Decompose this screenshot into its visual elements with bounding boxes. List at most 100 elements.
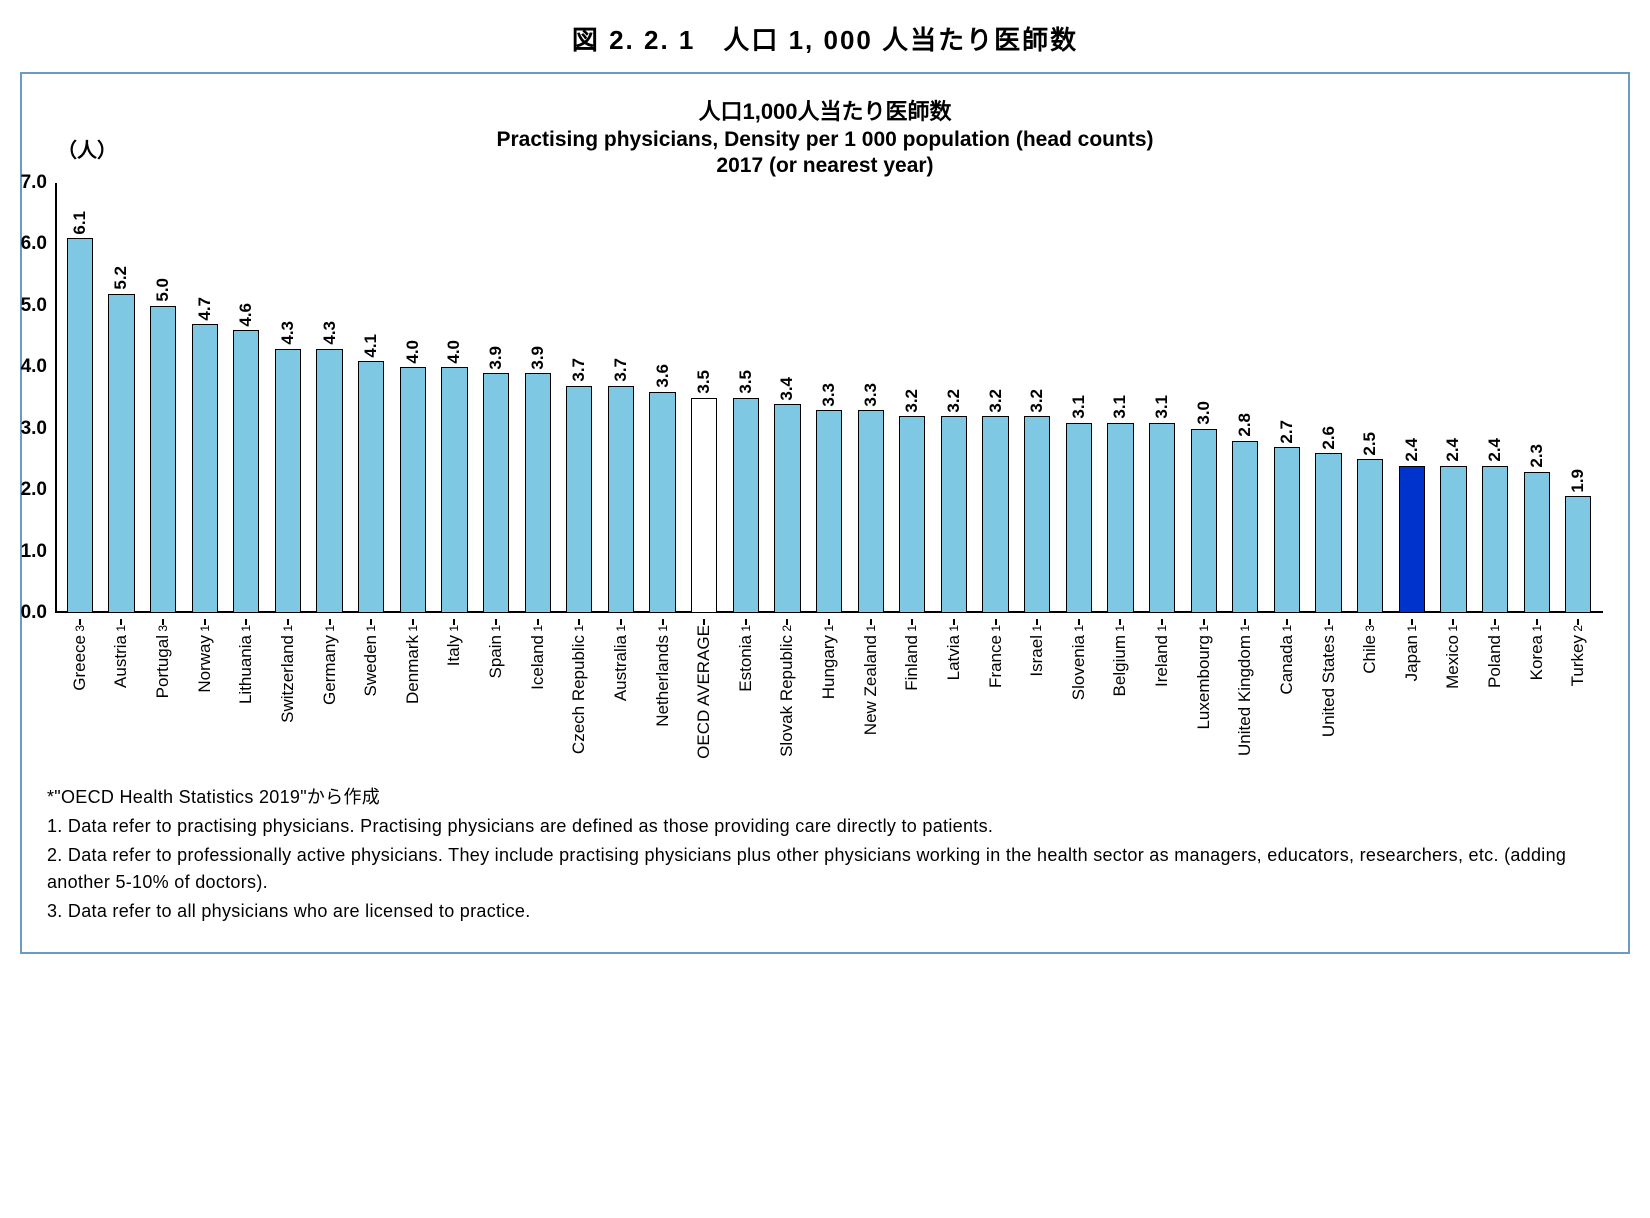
x-label: Belgium 1: [1102, 613, 1140, 759]
chart-title-year: 2017 (or nearest year): [47, 154, 1603, 178]
bar-slot: 3.1: [1060, 183, 1098, 613]
bar-rect: [733, 398, 759, 613]
x-label: Greece 3: [61, 613, 99, 759]
x-label-text: Korea 1: [1527, 625, 1547, 680]
bar-slot: 3.2: [1018, 183, 1056, 613]
x-label: Korea 1: [1518, 613, 1556, 759]
bar-value-label: 2.4: [1402, 438, 1422, 462]
bar-rect: [233, 330, 259, 613]
footnote-1: 1. Data refer to practising physicians. …: [47, 813, 1603, 840]
x-label-text: Mexico 1: [1443, 625, 1463, 689]
bar-value-label: 2.8: [1235, 413, 1255, 437]
x-label-text: Estonia 1: [736, 625, 756, 692]
x-label-text: Slovenia 1: [1069, 625, 1089, 700]
bar-rect: [649, 392, 675, 613]
x-label-text: Greece 3: [70, 625, 90, 691]
bar-slot: 3.7: [561, 183, 599, 613]
x-label: New Zealand 1: [852, 613, 890, 759]
x-label-text: Poland 1: [1485, 625, 1505, 688]
bar-slot: 3.2: [894, 183, 932, 613]
bar-value-label: 1.9: [1568, 469, 1588, 493]
bar-rect: [1357, 459, 1383, 613]
x-label: Switzerland 1: [269, 613, 307, 759]
bar-value-label: 2.4: [1443, 438, 1463, 462]
bar-rect: [1274, 447, 1300, 613]
x-label-text: Hungary 1: [819, 625, 839, 699]
x-label: Denmark 1: [394, 613, 432, 759]
bar-value-label: 4.6: [236, 303, 256, 327]
bar-slot: 2.7: [1268, 183, 1306, 613]
x-label: Finland 1: [894, 613, 932, 759]
bar-rect: [525, 373, 551, 613]
bar-value-label: 5.2: [111, 266, 131, 290]
y-axis-unit: （人）: [57, 134, 117, 163]
bar-rect: [192, 324, 218, 613]
bar-value-label: 2.7: [1277, 420, 1297, 444]
x-label: Ireland 1: [1143, 613, 1181, 759]
x-label: Norway 1: [186, 613, 224, 759]
x-label: Slovenia 1: [1060, 613, 1098, 759]
bar-slot: 3.3: [810, 183, 848, 613]
x-label-text: Netherlands 1: [653, 625, 673, 727]
bar-rect: [1149, 423, 1175, 613]
bar-rect: [1482, 466, 1508, 613]
bar-value-label: 3.0: [1194, 401, 1214, 425]
x-label: Czech Republic 1: [561, 613, 599, 759]
x-label-text: Ireland 1: [1152, 625, 1172, 687]
chart-title-jp: 人口1,000人当たり医師数: [47, 94, 1603, 126]
footnote-source: *"OECD Health Statistics 2019"から作成: [47, 784, 1603, 811]
x-label-text: Turkey 2: [1568, 625, 1588, 686]
x-label-text: Sweden 1: [361, 625, 381, 696]
x-label: Mexico 1: [1435, 613, 1473, 759]
bar-slot: 3.9: [477, 183, 515, 613]
x-label: United Kingdom 1: [1227, 613, 1265, 759]
bar-slot: 3.3: [852, 183, 890, 613]
bar-value-label: 4.0: [444, 340, 464, 364]
bar-slot: 3.0: [1185, 183, 1223, 613]
bar-rect: [316, 349, 342, 613]
x-label-text: Latvia 1: [944, 625, 964, 680]
bar-rect: [441, 367, 467, 613]
bar-slot: 2.4: [1476, 183, 1514, 613]
bar-value-label: 3.7: [569, 358, 589, 382]
x-label: Portugal 3: [144, 613, 182, 759]
x-label-text: Chile 3: [1360, 625, 1380, 674]
y-axis: 7.06.05.04.03.02.01.00.0: [47, 183, 55, 613]
bar-slot: 3.2: [977, 183, 1015, 613]
x-label-text: Finland 1: [902, 625, 922, 691]
bar-slot: 2.8: [1227, 183, 1265, 613]
bar-value-label: 3.2: [902, 389, 922, 413]
x-label: Slovak Republic 2: [769, 613, 807, 759]
x-label: United States 1: [1310, 613, 1348, 759]
x-label-text: Australia 1: [611, 625, 631, 701]
bar-slot: 2.5: [1351, 183, 1389, 613]
footnote-3: 3. Data refer to all physicians who are …: [47, 898, 1603, 925]
x-label: Germany 1: [311, 613, 349, 759]
bar-slot: 3.9: [519, 183, 557, 613]
x-label: Iceland 1: [519, 613, 557, 759]
bar-rect: [400, 367, 426, 613]
bar-value-label: 3.2: [944, 389, 964, 413]
footnotes: *"OECD Health Statistics 2019"から作成 1. Da…: [47, 784, 1603, 925]
x-label: Australia 1: [602, 613, 640, 759]
bar-rect: [566, 386, 592, 613]
bar-rect: [982, 416, 1008, 613]
bars-region: 6.15.25.04.74.64.34.34.14.04.03.93.93.73…: [55, 183, 1603, 613]
footnote-2: 2. Data refer to professionally active p…: [47, 842, 1603, 896]
bar-slot: 3.6: [644, 183, 682, 613]
x-label: Japan 1: [1393, 613, 1431, 759]
x-label-text: Czech Republic 1: [569, 625, 589, 754]
bar-slot: 2.3: [1518, 183, 1556, 613]
x-label: Chile 3: [1351, 613, 1389, 759]
bar-slot: 4.7: [186, 183, 224, 613]
bar-value-label: 3.7: [611, 358, 631, 382]
x-label-text: Slovak Republic 2: [777, 625, 797, 757]
bar-slot: 3.5: [685, 183, 723, 613]
bar-rect: [691, 398, 717, 613]
x-label-text: Lithuania 1: [236, 625, 256, 704]
bar-slot: 2.4: [1435, 183, 1473, 613]
bar-rect: [108, 294, 134, 613]
x-label: Poland 1: [1476, 613, 1514, 759]
x-label: Italy 1: [436, 613, 474, 759]
bar-rect: [67, 238, 93, 613]
